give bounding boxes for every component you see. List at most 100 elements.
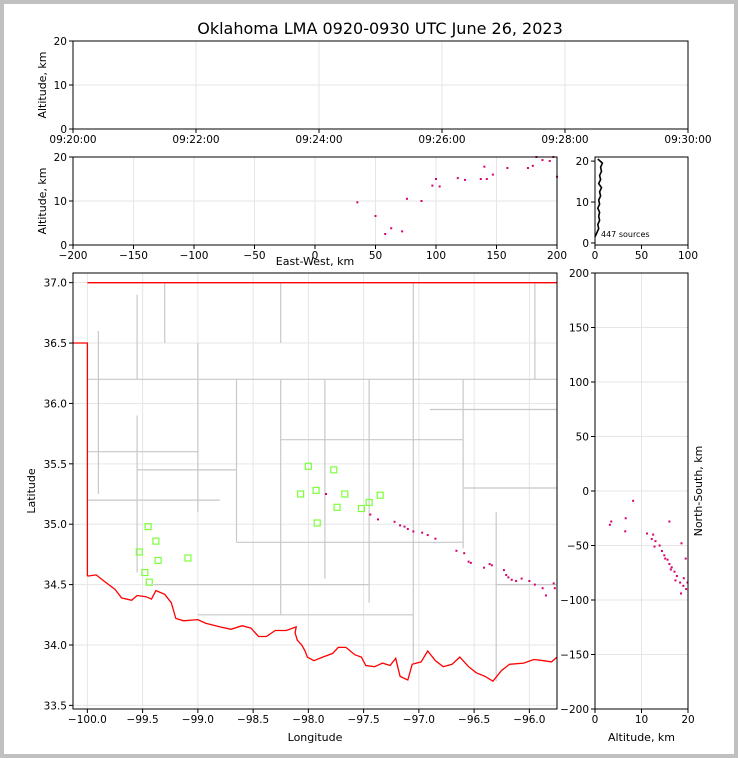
ew-height-source [506, 167, 509, 169]
lma-station-marker [144, 523, 152, 531]
ew-height-source [438, 185, 441, 188]
ew-height-source [401, 230, 404, 233]
plan-view-source [541, 587, 544, 590]
plan-view-source [463, 552, 466, 555]
ew_height-x-tick-label: 0 [312, 250, 319, 262]
plan_view-content [73, 282, 557, 683]
lma-station-marker [312, 486, 320, 494]
plan_view-x-tick-label: −100.0 [68, 714, 107, 726]
ew_height-y-tick-label: 0 [60, 240, 67, 252]
altitude_histogram-y-tick-label: 0 [582, 238, 589, 250]
ns-height-source [658, 544, 661, 547]
ew-height-source [456, 177, 459, 180]
ew_height-x-axis-label: East-West, km [276, 255, 354, 268]
ns-height-source [679, 581, 682, 584]
plan_view-y-tick-label: 36.0 [44, 398, 67, 410]
ew-height-source [356, 201, 359, 204]
ns-height-source [653, 545, 656, 548]
ns-height-source [666, 558, 669, 561]
ns_height-x-tick-label: 10 [635, 714, 648, 726]
ew-height-source [384, 233, 387, 235]
plan-view-source [434, 537, 437, 540]
plan-view-source [369, 513, 372, 516]
ns-height-source [664, 557, 667, 560]
plan_view-y-axis-label: Latitude [25, 468, 38, 514]
ew-height-source [479, 178, 482, 180]
ew_height-x-tick-label: 150 [486, 250, 506, 262]
time_height-y-tick-label: 20 [54, 36, 67, 48]
ns_height-panel: 0 10 20 −200 −150 −100 −50 0 50 100 150 200 Altitude… [560, 268, 705, 744]
ew-height-source [541, 159, 544, 162]
plan-view-source [507, 576, 510, 579]
ew_height-x-tick-label: −100 [180, 250, 209, 262]
ns-height-source [632, 499, 635, 502]
time_height-panel: 09:20:00 09:22:00 09:24:00 09:26:00 09:28:00… [36, 36, 712, 146]
state-border-red-river [87, 574, 557, 683]
ew_height-x-tick-label: 50 [369, 250, 382, 262]
ew_height-x-tick-label: 100 [426, 250, 446, 262]
ns_height-y-tick-label: 0 [582, 486, 589, 498]
ns-height-border [594, 272, 689, 710]
lma-figure: Oklahoma LMA 0920-0930 UTC June 26, 2023… [25, 19, 712, 744]
lma-station-marker [135, 548, 143, 556]
ew-height-source [405, 197, 408, 200]
time_height-x-tick-label: 09:30:00 [664, 134, 711, 146]
lma-station-marker [376, 491, 384, 499]
ns-height-source [663, 554, 666, 557]
lma-station-marker [141, 568, 149, 577]
time-height-border [72, 40, 689, 130]
ns_height-y-tick-label: −100 [560, 595, 589, 607]
ew_height-y-tick-label: 10 [54, 196, 67, 208]
ns_height-x-tick-label: 20 [681, 714, 694, 726]
plan_view-x-tick-label: −99.0 [182, 714, 214, 726]
plan-view-source [455, 549, 458, 552]
ew-height-source [485, 178, 488, 180]
ns_height-y-tick-label: 200 [569, 268, 589, 280]
ew-height-source [531, 164, 534, 167]
time_height-y-tick-label: 10 [54, 80, 67, 92]
altitude_histogram-y-tick-label: 20 [576, 156, 589, 168]
ew_height-panel: −200 −150 −100 −50 0 50 100 150 200 0 10 20 East-Wes… [36, 152, 567, 268]
ew-height-source [491, 173, 494, 176]
ew-height-source [483, 165, 486, 168]
source-count-annotation: 447 sources [601, 230, 650, 239]
ns-height-source [624, 530, 627, 533]
plan-view-source [403, 525, 406, 528]
plan-view-source [399, 524, 402, 527]
plan_view-x-tick-label: −98.5 [237, 714, 269, 726]
ew_height-x-tick-label: −50 [243, 250, 265, 262]
ew-height-source [390, 227, 393, 230]
lma-station-marker [330, 466, 338, 474]
ns-height-source [685, 588, 688, 591]
plan_view-y-tick-label: 37.0 [44, 278, 67, 290]
plan_view-x-tick-label: −97.0 [403, 714, 435, 726]
altitude_histogram-y-tick-label: 10 [576, 197, 589, 209]
time_height-x-tick-label: 09:24:00 [295, 134, 342, 146]
ns-height-source [650, 537, 653, 540]
plan_view-x-tick-label: −96.5 [458, 714, 490, 726]
plan_view-x-tick-label: −96.0 [513, 714, 545, 726]
plan-view-border [72, 272, 558, 710]
ns-height-source [675, 575, 678, 578]
ew_height-x-tick-label: −150 [119, 250, 148, 262]
lma-station-marker [184, 554, 192, 562]
ew-height-source [420, 200, 423, 202]
chart-title: Oklahoma LMA 0920-0930 UTC June 26, 2023 [197, 19, 563, 38]
ns-height-source [652, 533, 655, 536]
ns-height-source [610, 520, 613, 523]
altitude_histogram-x-tick-label: 50 [635, 250, 648, 262]
plan-view-source [515, 579, 518, 582]
ns-height-source [682, 577, 685, 580]
plan_view-y-tick-label: 35.5 [44, 459, 67, 471]
plan-view-source [393, 520, 396, 523]
ew-height-source [431, 184, 434, 187]
altitude_histogram-plot-area [595, 157, 688, 245]
plan-view-source [502, 569, 505, 572]
plan_view-y-tick-label: 33.5 [44, 700, 67, 712]
plan-view-source [520, 577, 523, 580]
panels: 09:20:00 09:22:00 09:24:00 09:26:00 09:28:00… [25, 36, 712, 744]
ns_height-y-tick-label: 150 [569, 323, 589, 335]
ns-height-source [680, 592, 683, 595]
plan-view-source [483, 566, 486, 569]
plan-view-source [544, 594, 547, 597]
